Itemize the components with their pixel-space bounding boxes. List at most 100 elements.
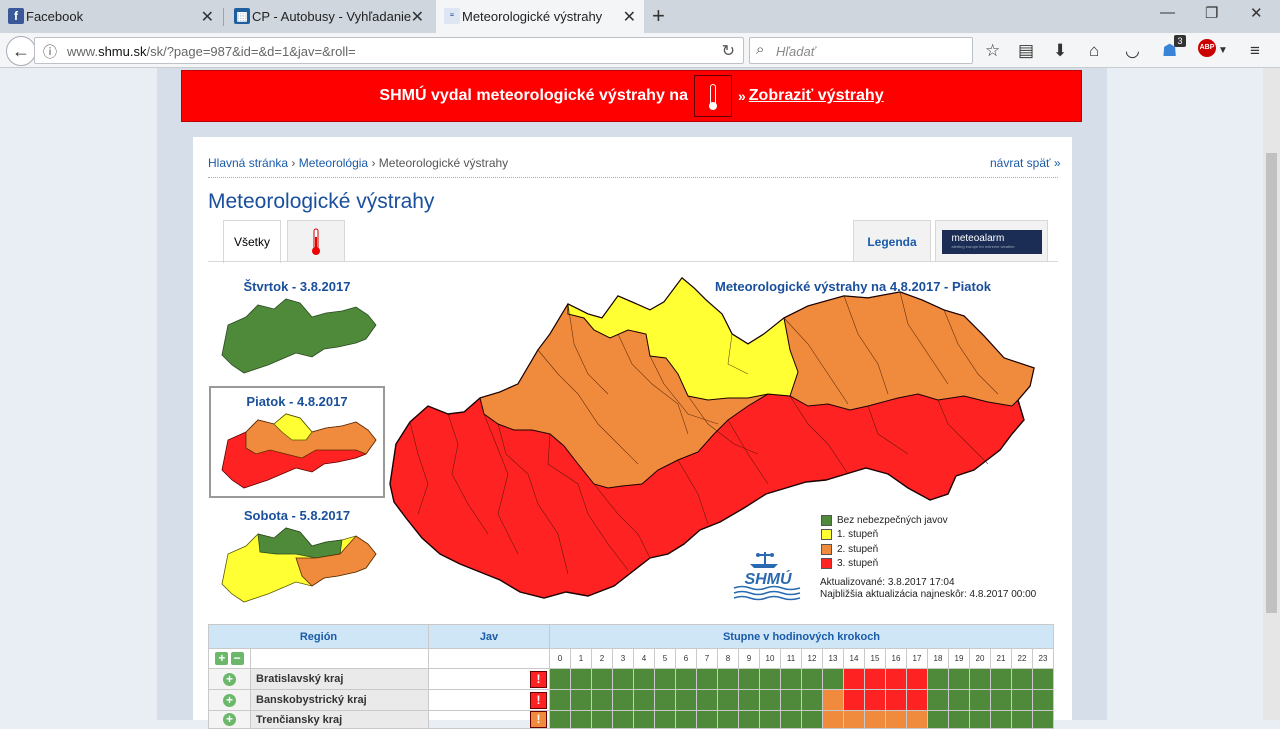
- hour-header: 14: [843, 648, 865, 669]
- hour-header: 7: [696, 648, 718, 669]
- region-name[interactable]: Banskobystrický kraj: [250, 689, 429, 711]
- expand-cell: +: [208, 689, 251, 711]
- new-tab-icon[interactable]: +: [652, 3, 665, 28]
- notification-badge: 3: [1174, 35, 1186, 47]
- banner-arrows: »: [737, 88, 746, 104]
- warning-icon[interactable]: !: [530, 691, 547, 709]
- chevron-down-icon[interactable]: ▼: [1218, 45, 1228, 56]
- legend-item: Bez nebezpečných javov: [821, 513, 948, 528]
- tab-facebook[interactable]: f Facebook ✕: [0, 0, 222, 33]
- next-update-time: Najbližšia aktualizácia najneskôr: 4.8.2…: [820, 589, 1037, 600]
- hour-level-cell: [549, 668, 571, 690]
- scrollbar[interactable]: [1263, 68, 1280, 720]
- menu-icon[interactable]: ≡: [1250, 41, 1260, 60]
- table-row: + Bratislavský kraj!: [208, 668, 1054, 690]
- expand-region-icon[interactable]: +: [223, 672, 236, 686]
- updated-time: Aktualizované: 3.8.2017 17:04: [820, 577, 955, 588]
- shmu-logo: SHMÚ: [733, 552, 801, 601]
- hour-header: 2: [591, 648, 613, 669]
- tab-cp[interactable]: ▦ CP - Autobusy - Vyhľadanie ✕: [226, 0, 432, 33]
- banner-text: SHMÚ vydal meteorologické výstrahy na: [379, 87, 688, 104]
- hour-level-cell: [864, 689, 886, 711]
- hour-level-cell: [759, 668, 781, 690]
- region-name[interactable]: Bratislavský kraj: [250, 668, 429, 690]
- hour-level-cell: [570, 668, 592, 690]
- close-icon[interactable]: ✕: [410, 9, 424, 26]
- info-icon[interactable]: ⓘ: [43, 44, 57, 60]
- breadcrumb-meteorology[interactable]: Meteorológia: [298, 156, 369, 170]
- address-bar[interactable]: ⓘ www.shmu.sk/sk/?page=987&id=&d=1&jav=&…: [34, 37, 744, 64]
- download-icon[interactable]: ⬇: [1053, 41, 1068, 60]
- bookmark-star-icon[interactable]: ☆: [985, 41, 1001, 60]
- update-info: Aktualizované: 3.8.2017 17:04 Najbližšia…: [820, 577, 1036, 601]
- map-thumbnail-saturday[interactable]: [216, 524, 378, 606]
- tab-legend[interactable]: Legenda: [853, 220, 931, 262]
- hour-level-cell: [843, 668, 865, 690]
- minimize-icon[interactable]: —: [1160, 4, 1175, 21]
- hour-level-cell: [780, 668, 802, 690]
- tab-label: Meteorologické výstrahy: [462, 9, 603, 24]
- hour-header: 21: [990, 648, 1012, 669]
- map-thumbnail-thursday[interactable]: [216, 295, 378, 377]
- shmu-icon: ≈: [444, 8, 460, 24]
- hour-level-cell: [612, 668, 634, 690]
- legend-item: 3. stupeň: [821, 557, 948, 572]
- search-box[interactable]: ⌕ Hľadať: [749, 37, 973, 64]
- legend-item: 1. stupeň: [821, 528, 948, 543]
- legend-label: 3. stupeň: [837, 558, 879, 570]
- hour-header: 17: [906, 648, 928, 669]
- tab-meteoalarm[interactable]: meteoalarm alerting europe for extreme we…: [935, 220, 1048, 262]
- hour-header: 13: [822, 648, 844, 669]
- tab-temperature[interactable]: [287, 220, 345, 262]
- hour-level-cell: [864, 668, 886, 690]
- home-icon[interactable]: ⌂: [1089, 41, 1100, 60]
- hour-level-cell: [906, 689, 928, 711]
- warning-banner: SHMÚ vydal meteorologické výstrahy na » …: [181, 70, 1082, 122]
- navigation-bar: ← ⓘ www.shmu.sk/sk/?page=987&id=&d=1&jav…: [0, 33, 1280, 68]
- cp-icon: ▦: [234, 8, 250, 24]
- window-close-icon[interactable]: ✕: [1250, 5, 1263, 22]
- ghost-icon[interactable]: ☗: [1162, 41, 1178, 60]
- hour-level-cell: [696, 689, 718, 711]
- thumb-title-friday: Piatok - 4.8.2017: [246, 394, 348, 409]
- hour-level-cell: [885, 668, 907, 690]
- search-placeholder: Hľadať: [776, 44, 816, 59]
- map-legend: Bez nebezpečných javov 1. stupeň 2. stup…: [821, 513, 948, 571]
- tab-all[interactable]: Všetky: [223, 220, 281, 263]
- warning-map[interactable]: [388, 274, 1040, 602]
- search-icon: ⌕: [756, 41, 765, 58]
- table-row: + Banskobystrický kraj!: [208, 689, 1054, 711]
- expand-all-icon[interactable]: +: [215, 652, 229, 665]
- pocket-icon[interactable]: ◡: [1125, 41, 1140, 60]
- facebook-icon: f: [8, 8, 24, 24]
- hour-header: 3: [612, 648, 634, 669]
- hour-header: 6: [675, 648, 697, 669]
- scrollbar-thumb[interactable]: [1266, 153, 1277, 613]
- maximize-icon[interactable]: ❐: [1205, 5, 1219, 22]
- hour-level-cell: [717, 668, 739, 690]
- back-icon[interactable]: ←: [6, 36, 36, 66]
- warning-icon[interactable]: !: [530, 670, 547, 688]
- tab-label: CP - Autobusy - Vyhľadanie: [252, 9, 412, 24]
- adblock-icon[interactable]: ABP: [1198, 39, 1216, 57]
- jav-cell: !: [428, 689, 550, 711]
- tab-meteo[interactable]: ≈ Meteorologické výstrahy ✕: [436, 0, 644, 33]
- hour-level-cell: [885, 689, 907, 711]
- map-thumbnail-friday[interactable]: [216, 410, 378, 492]
- hour-level-cell: [570, 689, 592, 711]
- close-icon[interactable]: ✕: [622, 9, 636, 26]
- expand-region-icon[interactable]: +: [223, 693, 236, 707]
- hour-header: 9: [738, 648, 760, 669]
- show-warnings-link[interactable]: Zobraziť výstrahy: [748, 87, 884, 104]
- legend-item: 2. stupeň: [821, 542, 948, 557]
- blank-cell: [250, 648, 429, 669]
- reading-list-icon[interactable]: ▤: [1018, 41, 1035, 60]
- back-link[interactable]: návrat späť »: [990, 156, 1061, 170]
- hour-level-cell: [1032, 668, 1054, 690]
- tab-strip: f Facebook ✕ ▦ CP - Autobusy - Vyhľadani…: [0, 0, 1280, 33]
- breadcrumb-home[interactable]: Hlavná stránka: [208, 156, 289, 170]
- reload-icon[interactable]: ↻: [721, 43, 735, 60]
- hour-header: 0: [549, 648, 571, 669]
- close-icon[interactable]: ✕: [200, 9, 214, 26]
- collapse-all-icon[interactable]: −: [230, 652, 244, 665]
